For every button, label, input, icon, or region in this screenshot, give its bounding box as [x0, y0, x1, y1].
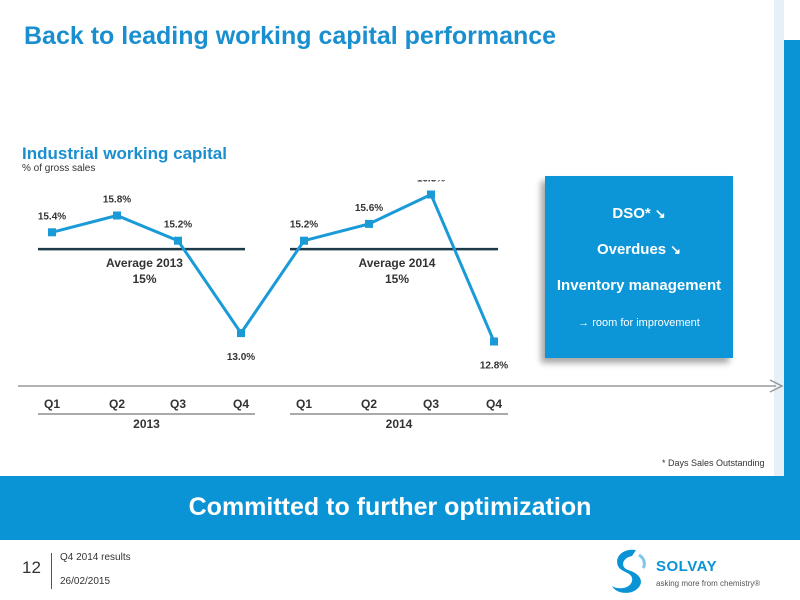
footnote: * Days Sales Outstanding — [662, 458, 765, 468]
series-line — [51, 192, 496, 343]
x-tick-label: Q4 — [486, 397, 502, 411]
logo-swirl-icon — [612, 549, 646, 593]
line-chart: Average 2013 15% Average 2014 15% 15.4% 15.8%… — [18, 180, 784, 431]
data-point — [237, 329, 245, 338]
solvay-logo: SOLVAY asking more from chemistry® — [606, 546, 796, 596]
inventory-note: → room for improvement — [578, 317, 700, 329]
chart-title: Industrial working capital — [22, 144, 227, 163]
logo-tagline: asking more from chemistry® — [656, 579, 761, 588]
footer: 12 Q4 2014 results 26/02/2015 SOLVAY ask… — [0, 540, 800, 600]
data-label: 15.2% — [164, 220, 192, 231]
down-right-arrow-icon: ↘ — [670, 242, 682, 257]
data-point — [490, 337, 498, 346]
x-tick-label: Q2 — [361, 397, 377, 411]
inventory-label: Inventory management — [556, 277, 722, 294]
x-tick-label: Q4 — [233, 397, 249, 411]
x-tick-label: Q2 — [109, 397, 125, 411]
page-number: 12 — [22, 558, 41, 577]
year-group-label: 2013 — [133, 417, 160, 431]
average-label: Average 2013 — [106, 256, 183, 270]
data-point — [174, 236, 182, 245]
down-right-arrow-icon: ↘ — [654, 206, 666, 221]
average-value-label: 15% — [132, 272, 156, 286]
corner-decoration — [774, 0, 800, 540]
data-point — [48, 228, 56, 237]
data-label: 16.3% — [417, 180, 445, 185]
slide-title: Back to leading working capital performa… — [24, 22, 557, 50]
data-point — [365, 219, 373, 228]
data-point — [113, 211, 121, 220]
dso-item: DSO* ↘ — [545, 204, 733, 224]
drivers-box: DSO* ↘ Overdues ↘ Inventory management → r… — [545, 176, 733, 358]
footer-presentation-name: Q4 2014 results — [60, 552, 131, 563]
x-tick-label: Q1 — [296, 397, 312, 411]
x-tick-label: Q3 — [423, 397, 439, 411]
data-label: 12.8% — [480, 361, 508, 372]
x-axis-arrowhead — [769, 379, 784, 393]
data-label: 13.0% — [227, 352, 255, 363]
x-tick-label: Q1 — [44, 397, 60, 411]
banner-text: Committed to further optimization — [188, 493, 592, 521]
average-label: Average 2014 — [359, 256, 436, 270]
overdues-label: Overdues — [596, 241, 667, 258]
conclusion-banner: Committed to further optimization — [0, 476, 800, 540]
footer-divider — [51, 553, 52, 589]
overdues-item: Overdues ↘ — [545, 240, 733, 260]
dso-label: DSO* — [612, 205, 651, 222]
data-point — [300, 236, 308, 245]
data-label: 15.2% — [290, 220, 318, 231]
average-value-label: 15% — [385, 272, 409, 286]
year-group-label: 2014 — [386, 417, 413, 431]
data-point — [427, 190, 435, 199]
footer-date: 26/02/2015 — [60, 576, 111, 587]
chart-subtitle: % of gross sales — [22, 163, 96, 174]
logo-wordmark: SOLVAY — [656, 558, 718, 575]
data-label: 15.6% — [355, 203, 383, 214]
data-label: 15.4% — [38, 211, 66, 222]
data-label: 15.8% — [103, 195, 131, 206]
x-tick-label: Q3 — [170, 397, 186, 411]
